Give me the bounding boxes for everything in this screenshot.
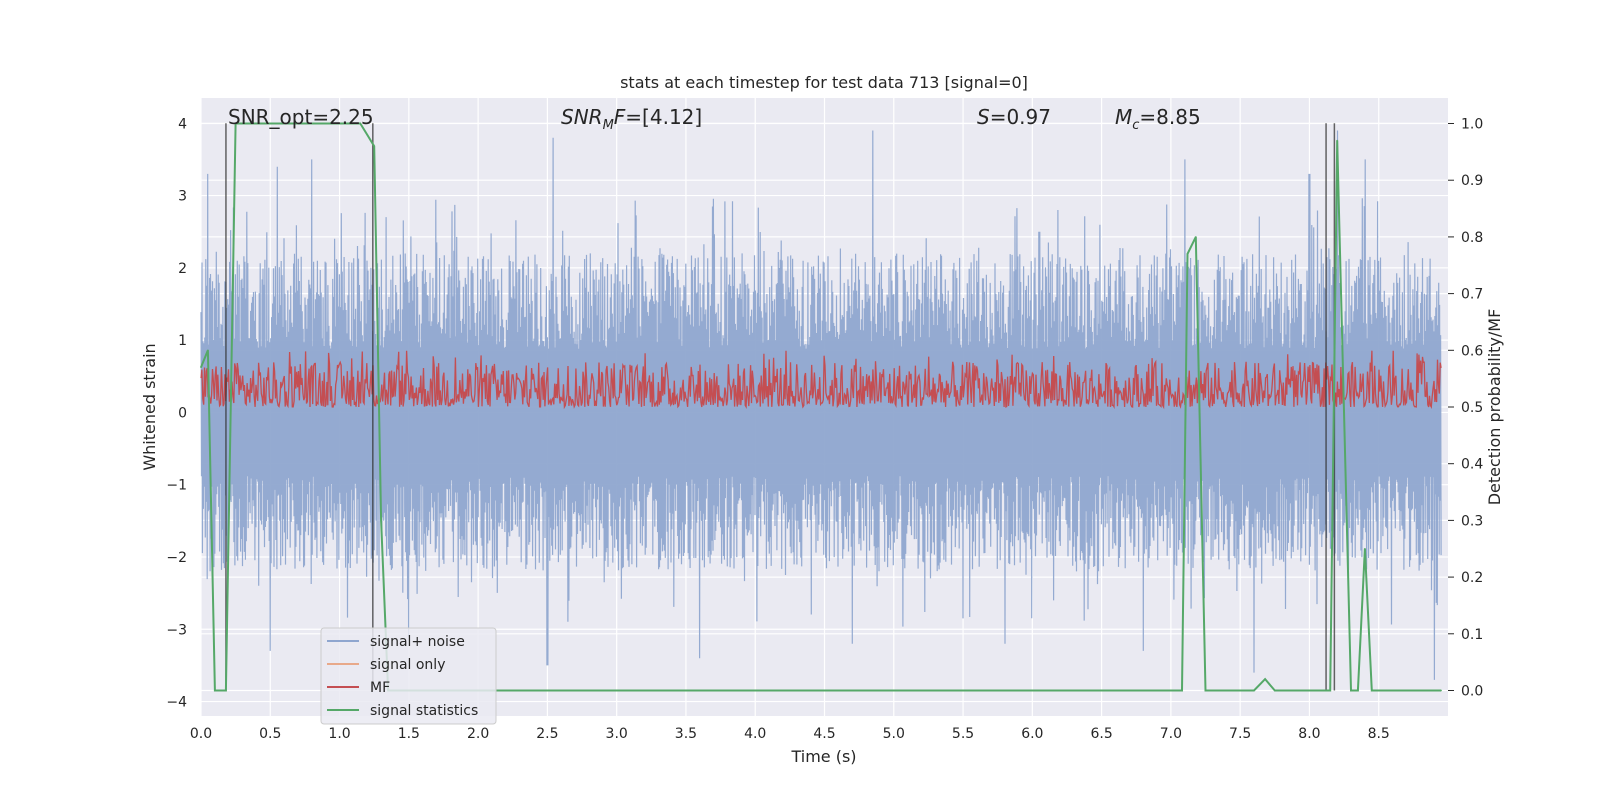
- x-tick-label-7: 3.5: [675, 726, 697, 742]
- signal-statistics-point-1: [207, 349, 209, 352]
- signal-statistics-point-8: [366, 134, 369, 136]
- x-tick-label-10: 5.0: [883, 726, 905, 742]
- signal-statistics-point-9: [373, 145, 375, 147]
- y-tick-label-3: 1: [178, 333, 187, 349]
- y-right-axis-label: Detection probability/MF: [1485, 309, 1504, 506]
- y-tick-label-1: 3: [178, 189, 187, 205]
- y-axis-label: Whitened strain: [140, 343, 159, 470]
- signal-statistics-point-27: [1377, 689, 1380, 692]
- x-tick-label-15: 7.5: [1229, 726, 1251, 742]
- legend-label-signal-statistics: signal statistics: [370, 703, 478, 719]
- series-mf: [200, 350, 1442, 410]
- y-right-tick-label-9: 0.1: [1461, 627, 1483, 643]
- legend: signal+ noise signal only MF signal stat…: [320, 627, 497, 725]
- x-tick-label-0: 0.0: [190, 726, 212, 742]
- signal-noise-line: [200, 130, 1442, 680]
- signal-statistics-point-4: [234, 122, 237, 125]
- signal-statistics-point-20: [1322, 689, 1325, 692]
- y-right-tick-label-10: 0.0: [1461, 683, 1483, 699]
- y-tick-label-0: 4: [178, 116, 187, 132]
- series-signal-noise: [200, 130, 1442, 680]
- y-right-tick-label-4: 0.6: [1461, 343, 1483, 359]
- legend-label-signal-noise: signal+ noise: [370, 634, 465, 650]
- y-tick-label-7: −3: [166, 622, 187, 638]
- y-tick-label-4: 0: [178, 405, 187, 421]
- x-axis-label: Time (s): [790, 747, 856, 766]
- snr-mf-subscript: M: [603, 118, 614, 133]
- y-right-tick-label-5: 0.5: [1461, 400, 1483, 416]
- y-right-tick-label-2: 0.8: [1461, 230, 1483, 246]
- snr-mf-value: =[4.12]: [625, 105, 702, 129]
- x-tick-label-11: 5.5: [952, 726, 974, 742]
- s-annotation: S=0.97: [977, 105, 1051, 129]
- s-symbol: S: [977, 105, 990, 129]
- signal-statistics-point-13: [1181, 689, 1183, 692]
- signal-statistics-point-21: [1329, 689, 1332, 692]
- signal-statistics-point-22: [1336, 139, 1338, 142]
- y-tick-label-2: 2: [178, 261, 187, 277]
- y-right-tick-label-6: 0.4: [1461, 457, 1483, 473]
- x-tick-label-16: 8.0: [1298, 726, 1320, 742]
- x-tick-label-14: 7.0: [1160, 726, 1182, 742]
- series-signal-statistics: [200, 122, 1442, 692]
- y-tick-label-6: −2: [166, 550, 187, 566]
- snr-mf-symbol: SNR: [561, 105, 603, 129]
- chart-title: stats at each timestep for test data 713…: [620, 73, 1028, 92]
- signal-statistics-point-26: [1370, 689, 1373, 692]
- signal-statistics-point-23: [1350, 689, 1352, 692]
- signal-statistics-point-16: [1204, 689, 1207, 692]
- signal-statistics-point-14: [1186, 253, 1189, 255]
- y-tick-label-8: −4: [166, 695, 187, 711]
- signal-statistics-point-12: [1170, 689, 1172, 692]
- mc-value: =8.85: [1139, 105, 1200, 129]
- signal-statistics-point-5: [241, 122, 244, 125]
- signal-statistics-point-28: [1440, 689, 1442, 692]
- x-tick-label-3: 1.5: [398, 726, 420, 742]
- signal-statistics-point-2: [214, 689, 216, 692]
- mc-annotation: Mc=8.85: [1115, 105, 1201, 133]
- y-tick-label-5: −1: [166, 478, 187, 494]
- x-tick-label-2: 1.0: [328, 726, 350, 742]
- snr-mf-annotation: SNRMF=[4.12]: [561, 105, 702, 133]
- signal-statistics-point-24: [1357, 689, 1359, 692]
- y-right-tick-label-7: 0.3: [1461, 513, 1483, 529]
- x-tick-label-13: 6.5: [1090, 726, 1112, 742]
- axis-ticks: 0.0 0.5 1.0 1.5 2.0 2.5 3.0 3.5 4.0 4.5 5.0 5.5 6.0 6…: [166, 116, 1483, 742]
- signal-statistics-point-0: [200, 366, 202, 369]
- s-value: =0.97: [990, 105, 1051, 129]
- signal-statistics-point-17: [1253, 689, 1255, 692]
- signal-statistics-point-3: [225, 689, 227, 692]
- snr-opt-annotation: SNR_opt=2.25: [228, 105, 374, 129]
- mf-line: [200, 350, 1442, 410]
- signal-statistics-point-10: [380, 519, 382, 522]
- x-tick-label-6: 3.0: [606, 726, 628, 742]
- x-tick-label-12: 6.0: [1021, 726, 1043, 742]
- x-tick-label-8: 4.0: [744, 726, 766, 742]
- x-tick-label-1: 0.5: [259, 726, 281, 742]
- mc-subscript: c: [1132, 118, 1139, 133]
- x-tick-label-17: 8.5: [1368, 726, 1390, 742]
- legend-box: [320, 627, 497, 725]
- legend-label-signal-only: signal only: [370, 657, 445, 673]
- signal-statistics-point-19: [1274, 689, 1276, 692]
- snr-mf-symbol-2: F: [614, 105, 626, 129]
- x-tick-label-5: 2.5: [536, 726, 558, 742]
- y-right-tick-label-3: 0.7: [1461, 287, 1483, 303]
- signal-statistics-point-18: [1264, 678, 1266, 680]
- signal-statistics-point-15: [1195, 236, 1197, 238]
- y-right-tick-label-0: 1.0: [1461, 117, 1483, 133]
- y-right-tick-label-1: 0.9: [1461, 173, 1483, 189]
- mc-symbol: M: [1115, 105, 1132, 129]
- signal-statistics-point-7: [359, 122, 362, 125]
- signal-statistics-point-25: [1364, 547, 1366, 550]
- signal-statistics-point-6: [338, 122, 341, 125]
- x-tick-label-4: 2.0: [467, 726, 489, 742]
- legend-label-mf: MF: [370, 680, 390, 696]
- x-tick-label-9: 4.5: [813, 726, 835, 742]
- y-right-tick-label-8: 0.2: [1461, 570, 1483, 586]
